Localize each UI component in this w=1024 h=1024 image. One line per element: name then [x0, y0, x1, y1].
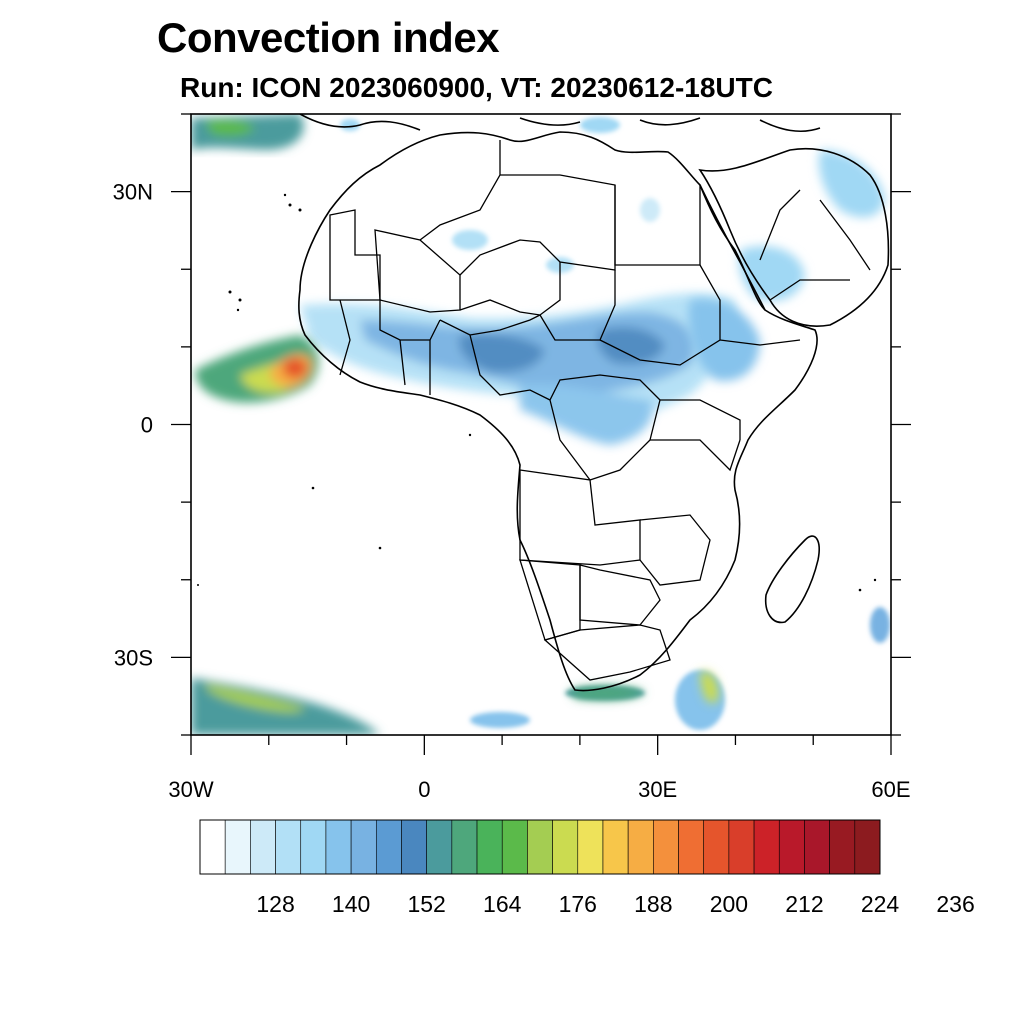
- north-atlantic-band: [191, 114, 304, 150]
- colorbar-swatch: [476, 819, 503, 875]
- colorbar-swatch: [854, 819, 881, 875]
- lat-tick-label: 30S: [114, 645, 153, 670]
- colorbar-swatch: [602, 819, 629, 875]
- colorbar-swatch: [199, 819, 226, 875]
- colorbar-label: 188: [634, 891, 672, 917]
- map-content: [191, 114, 891, 735]
- colorbar-label: 236: [936, 891, 974, 917]
- lon-tick-label: 60E: [871, 777, 910, 802]
- colorbar-labels: 128 140 152 164 176 188 200 212 224 236: [256, 891, 974, 917]
- sahel-band: [300, 293, 736, 445]
- colorbar-swatch: [804, 819, 830, 875]
- colorbar-swatch: [678, 819, 705, 875]
- axis-labels: 30N 0 30S 30W 0 30E 60E: [113, 180, 911, 802]
- ocean-background: [191, 114, 891, 735]
- colorbar-swatch: [451, 819, 478, 875]
- madagascar-coastline: [764, 535, 820, 624]
- europe-coastline: [299, 114, 821, 133]
- colorbar-swatch: [501, 819, 528, 875]
- map-subtitle: Run: ICON 2023060900, VT: 20230612-18UTC: [180, 72, 773, 103]
- lat-tick-label: 30N: [113, 180, 153, 205]
- colorbar-swatch: [401, 819, 427, 875]
- colorbar-swatch: [375, 819, 402, 875]
- colorbar-label: 140: [332, 891, 370, 917]
- lat-tick-label: 0: [141, 413, 153, 438]
- colorbar-label: 128: [256, 891, 294, 917]
- colorbar-swatch: [728, 819, 755, 875]
- colorbar-swatch: [300, 819, 327, 875]
- colorbar-swatch: [250, 819, 276, 875]
- colorbar-swatch: [552, 819, 579, 875]
- colorbar-swatch: [527, 819, 553, 875]
- colorbar-label: 164: [483, 891, 522, 917]
- map-title: Convection index: [157, 14, 500, 61]
- colorbar-label: 152: [407, 891, 445, 917]
- red-sea: [699, 184, 766, 311]
- colorbar-swatch: [275, 819, 302, 875]
- arabia-coastline: [698, 147, 890, 327]
- colorbar-label: 176: [559, 891, 597, 917]
- colorbar-swatch: [426, 819, 453, 875]
- island-specks: [197, 193, 877, 592]
- colorbar-swatch: [627, 819, 654, 875]
- atlantic-hotspot: [195, 335, 319, 403]
- colorbar-swatch: [224, 819, 251, 875]
- country-borders: [329, 140, 871, 681]
- lon-tick-label: 30E: [638, 777, 677, 802]
- colorbar-swatch: [350, 819, 377, 875]
- colorbar-swatch: [577, 819, 604, 875]
- colorbar-swatch: [753, 819, 780, 875]
- coastlines: [298, 114, 890, 692]
- lon-tick-label: 0: [418, 777, 430, 802]
- colorbar-label: 212: [785, 891, 823, 917]
- colorbar-outline: [199, 819, 881, 875]
- colorbar-label: 200: [710, 891, 748, 917]
- colorbar-swatch: [778, 819, 805, 875]
- colorbar-label: 224: [861, 891, 900, 917]
- axis-ticks: [171, 113, 911, 755]
- colorbar-swatch: [703, 819, 730, 875]
- africa-coastline: [298, 131, 818, 692]
- lon-tick-label: 30W: [168, 777, 213, 802]
- colorbar-swatch: [653, 819, 679, 875]
- colorbar: [199, 819, 881, 875]
- colorbar-swatch: [829, 819, 856, 875]
- colorbar-swatch: [325, 819, 352, 875]
